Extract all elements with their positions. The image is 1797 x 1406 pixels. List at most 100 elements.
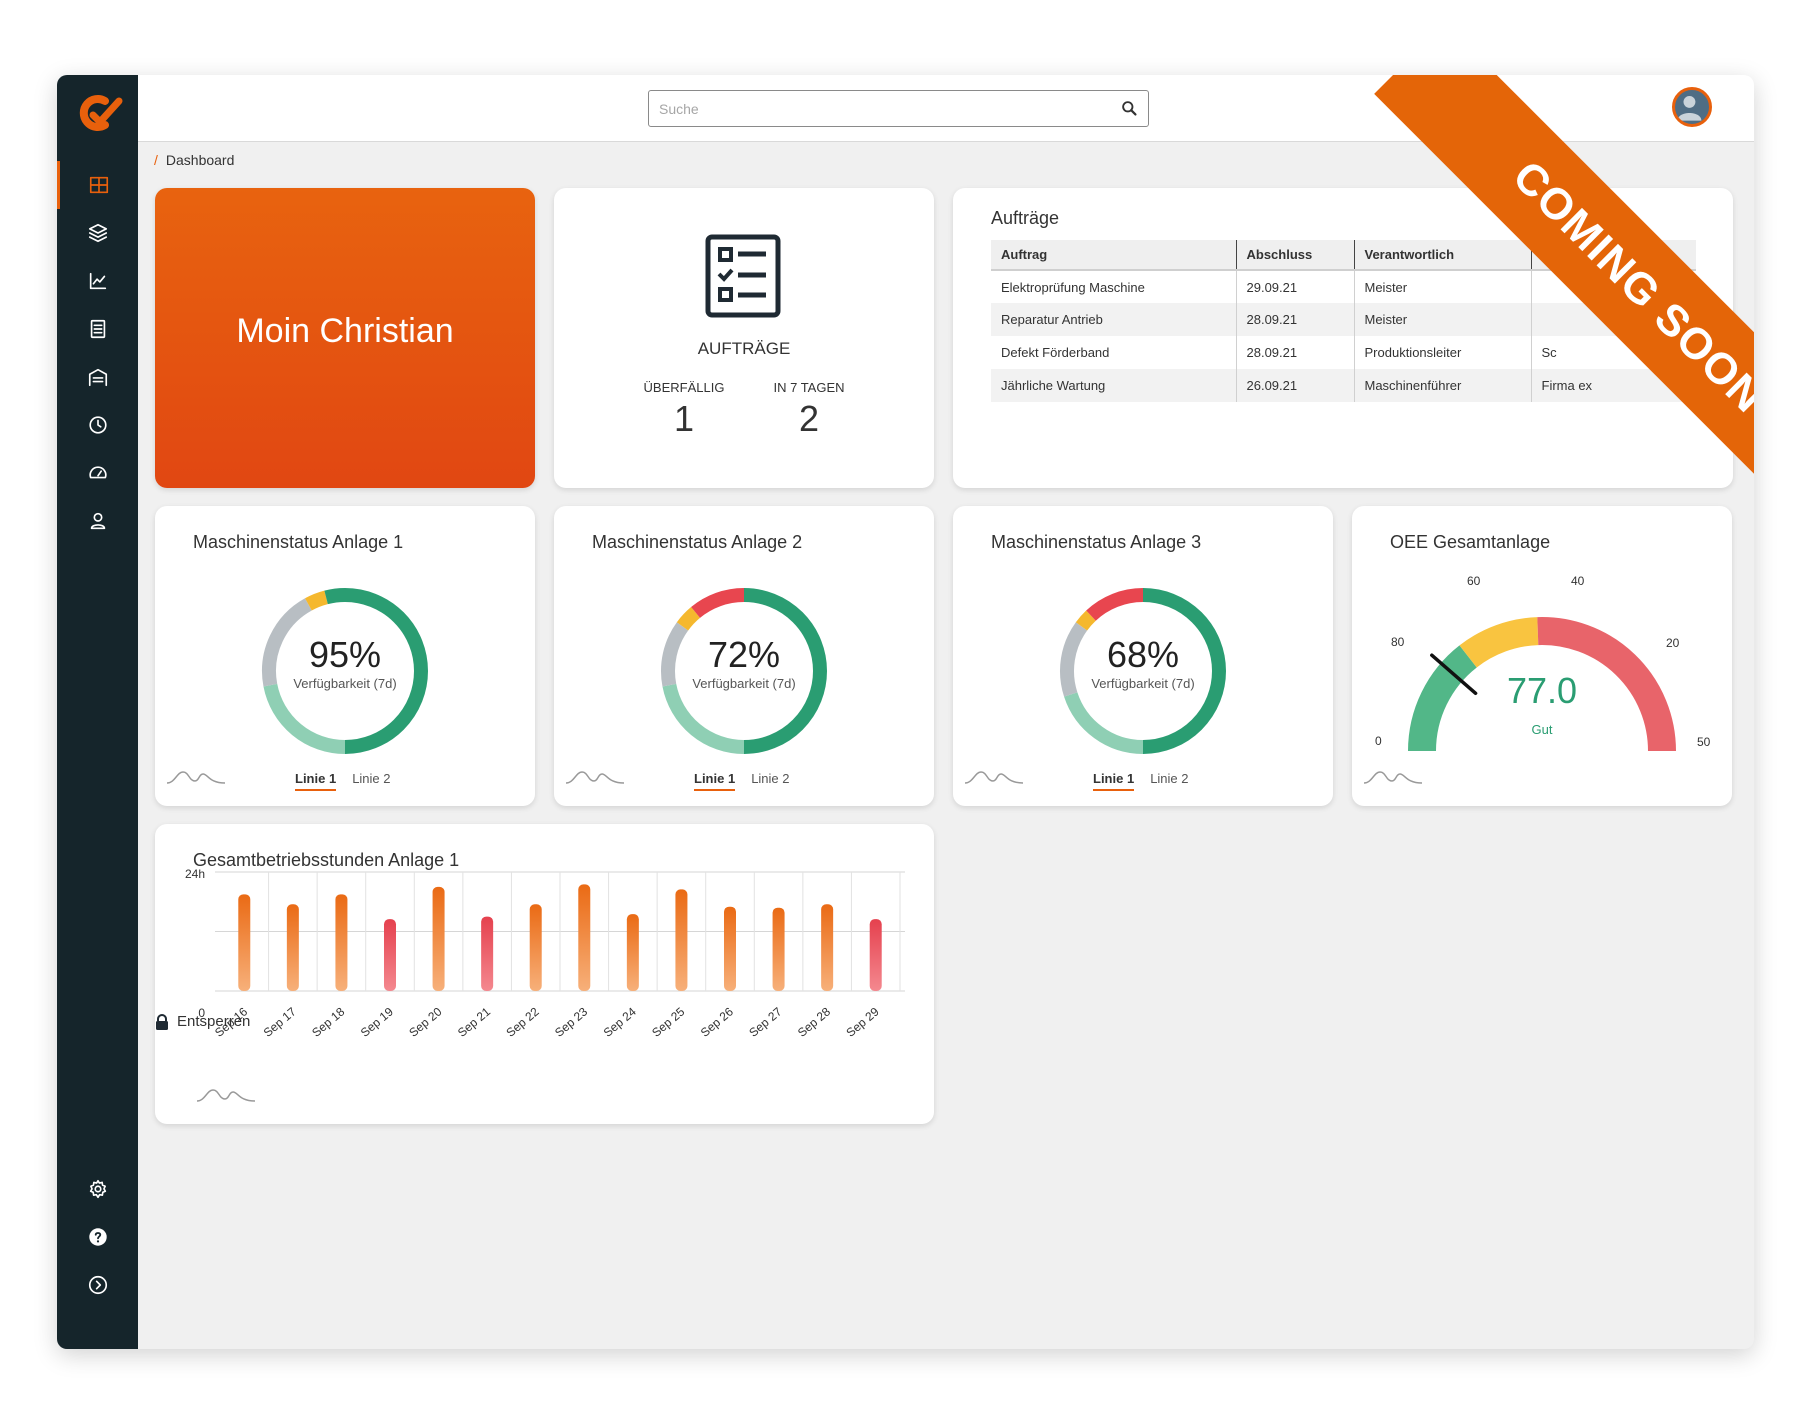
- bar[interactable]: [675, 889, 688, 991]
- tab-linie-1[interactable]: Linie 1: [694, 771, 736, 791]
- warehouse-icon: [88, 368, 107, 387]
- bar[interactable]: [626, 914, 639, 991]
- ribbon-text: COMING SOON ...: [1374, 75, 1754, 555]
- app-window: / Dashboard Moin Christian AUFTRÄGE ÜBERF…: [57, 75, 1754, 1349]
- table-cell: Reparatur Antrieb: [991, 303, 1236, 336]
- bar[interactable]: [869, 919, 882, 991]
- nav-settings[interactable]: [57, 1165, 138, 1213]
- donut-segment: [743, 588, 827, 754]
- chart-title: Gesamtbetriebsstunden Anlage 1: [193, 850, 460, 870]
- bar[interactable]: [481, 916, 494, 991]
- availability-percent: 68%: [1106, 634, 1180, 675]
- bar[interactable]: [238, 894, 251, 991]
- nav-orders[interactable]: [57, 305, 138, 353]
- donut-segment: [661, 622, 689, 687]
- orders-summary-title: AUFTRÄGE: [697, 339, 791, 358]
- machine-status-card-3: Maschinenstatus Anlage 3 68% Verfügbarke…: [953, 506, 1333, 806]
- clock-icon: [88, 416, 107, 434]
- coming-soon-ribbon: COMING SOON ...: [1274, 75, 1754, 555]
- nav-users[interactable]: [57, 497, 138, 545]
- logo-icon[interactable]: [69, 85, 125, 141]
- unlock-button[interactable]: Entsperren: [155, 1013, 250, 1030]
- x-tick-label: Sep 22: [503, 1004, 541, 1039]
- tab-linie-2[interactable]: Linie 2: [751, 771, 790, 786]
- x-tick-label: Sep 19: [358, 1004, 396, 1039]
- breadcrumb-separator: /: [154, 152, 158, 168]
- donut-segment: [263, 683, 346, 754]
- bar[interactable]: [578, 884, 591, 991]
- bar[interactable]: [286, 904, 299, 991]
- wave-logo-icon: [964, 771, 1024, 784]
- table-cell: Elektroprüfung Maschine: [1001, 279, 1145, 295]
- bar[interactable]: [724, 906, 736, 991]
- donut-segment: [344, 588, 428, 754]
- bar[interactable]: [529, 904, 542, 991]
- gauge-red-band: [1537, 617, 1676, 752]
- table-cell: 28.09.21: [1235, 303, 1354, 336]
- wave-logo-icon: [1363, 771, 1423, 784]
- nav-history[interactable]: [57, 401, 138, 449]
- breadcrumb: / Dashboard: [154, 152, 234, 168]
- x-tick-label: Sep 21: [455, 1004, 493, 1039]
- bar[interactable]: [821, 904, 834, 991]
- nav-performance[interactable]: [57, 449, 138, 497]
- speedometer-icon: [88, 466, 107, 479]
- x-tick-label: Sep 26: [698, 1004, 736, 1039]
- overdue-label: ÜBERFÄLLIG: [643, 380, 725, 395]
- wave-logo-icon: [565, 771, 625, 784]
- bar[interactable]: [384, 919, 396, 991]
- machine-status-title: Maschinenstatus Anlage 1: [193, 532, 404, 552]
- nav-dashboard[interactable]: [57, 161, 138, 209]
- nav-analytics[interactable]: [57, 257, 138, 305]
- orders-summary-card[interactable]: AUFTRÄGE ÜBERFÄLLIG 1 IN 7 TAGEN 2: [554, 188, 934, 488]
- orders-table-title: Aufträge: [991, 208, 1060, 228]
- unlock-label: Entsperren: [177, 1013, 251, 1030]
- machine-status-card-1: Maschinenstatus Anlage 1 95% Verfügbarke…: [155, 506, 535, 806]
- column-header[interactable]: Verantwortlich: [1353, 240, 1531, 271]
- x-tick-label: Sep 17: [261, 1004, 299, 1039]
- bar[interactable]: [335, 894, 348, 991]
- gauge-green-band: [1408, 645, 1478, 752]
- column-header[interactable]: Auftrag: [991, 240, 1236, 271]
- tab-linie-2[interactable]: Linie 2: [352, 771, 391, 786]
- gauge-needle: [1430, 653, 1478, 696]
- search-input[interactable]: [659, 99, 1099, 119]
- availability-percent: 72%: [707, 634, 781, 675]
- x-tick-label: Sep 25: [649, 1004, 687, 1039]
- checklist-icon: [705, 234, 781, 318]
- x-tick-label: Sep 29: [843, 1004, 881, 1039]
- sidebar: [57, 75, 138, 1349]
- orders-table-card: Aufträge Auftrag Abschluss Verantwortlic…: [953, 188, 1733, 488]
- grid-icon: [89, 176, 109, 194]
- nav-help[interactable]: [57, 1213, 138, 1261]
- orders-table: Auftrag Abschluss Verantwortlich Elektro…: [991, 240, 1696, 402]
- oee-card: OEE Gesamtanlage 0 80 60 40 20 50 77.0 G…: [1352, 506, 1732, 806]
- table-row[interactable]: Jährliche Wartung 26.09.21 Maschinenführ…: [991, 369, 1696, 402]
- search-box: [648, 90, 1149, 127]
- nav-warehouse[interactable]: [57, 353, 138, 401]
- machine-status-title: Maschinenstatus Anlage 2: [592, 532, 803, 552]
- machine-status-card-2: Maschinenstatus Anlage 2 72% Verfügbarke…: [554, 506, 934, 806]
- gauge-tick-label: 0: [1375, 734, 1382, 748]
- nav-layers[interactable]: [57, 209, 138, 257]
- line-tabs: Linie 1 Linie 2: [694, 771, 806, 791]
- nav-expand[interactable]: [57, 1261, 138, 1309]
- donut-segment: [662, 683, 745, 754]
- breadcrumb-current[interactable]: Dashboard: [165, 152, 235, 168]
- tab-linie-2[interactable]: Linie 2: [1150, 771, 1189, 786]
- tab-linie-1[interactable]: Linie 1: [295, 771, 337, 791]
- tab-linie-1[interactable]: Linie 1: [1093, 771, 1135, 791]
- gauge-tick-label: 20: [1666, 636, 1680, 650]
- bar[interactable]: [432, 886, 445, 991]
- column-header[interactable]: Abschluss: [1235, 240, 1354, 271]
- bar[interactable]: [772, 907, 785, 991]
- search-icon[interactable]: [1121, 100, 1138, 117]
- availability-label: Verfügbarkeit (7d): [293, 676, 397, 691]
- x-tick-label: Sep 23: [552, 1004, 590, 1039]
- oee-gauge: 0 80 60 40 20 50 77.0 Gut: [1375, 574, 1711, 752]
- y-tick-label: 24h: [185, 867, 205, 881]
- availability-percent: 95%: [308, 634, 382, 675]
- line-tabs: Linie 1 Linie 2: [1093, 771, 1205, 791]
- table-cell: Meister: [1353, 303, 1531, 336]
- avatar[interactable]: [1672, 87, 1712, 127]
